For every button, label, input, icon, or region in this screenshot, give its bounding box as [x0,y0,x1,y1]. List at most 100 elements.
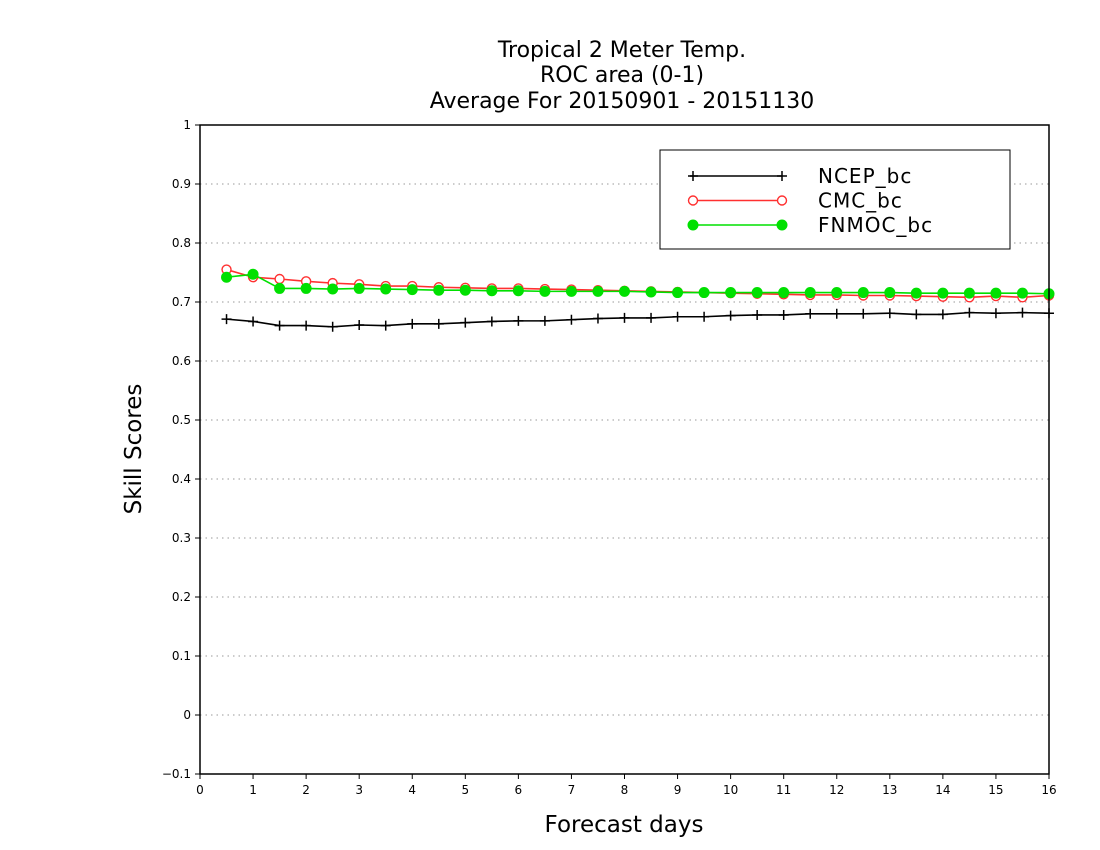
data-point [857,287,869,299]
data-point [300,282,312,294]
data-point [513,315,524,326]
data-point [380,283,392,295]
x-tick-label: 2 [302,783,310,797]
data-point [592,313,603,324]
data-point [805,308,816,319]
data-point [433,318,444,329]
data-point [486,316,497,327]
data-point [274,320,285,331]
x-tick-label: 8 [621,783,629,797]
legend-label: NCEP_bc [818,164,912,188]
data-point [460,317,471,328]
data-point [539,285,551,297]
data-point [221,314,232,325]
legend-marker [776,195,788,206]
data-point [804,287,816,299]
data-point [407,318,418,329]
x-tick-label: 9 [674,783,682,797]
x-tick-label: 7 [568,783,576,797]
y-tick-label: 1 [183,118,191,132]
data-point [778,309,789,320]
series-layer [221,264,1055,332]
x-tick-label: 13 [882,783,897,797]
y-tick-label: 0.2 [172,590,191,604]
data-point [619,312,630,323]
data-point [380,320,391,331]
data-point [1016,287,1028,299]
data-point [248,316,259,327]
y-tick-label: 0.4 [172,472,191,486]
data-point [512,285,524,297]
x-tick-label: 12 [829,783,844,797]
chart-title-line-2: ROC area (0-1) [540,63,704,88]
data-point [592,285,604,297]
legend-label: CMC_bc [818,189,903,213]
x-axis: 0 1 2 3 4 5 6 7 8 9 10 11 12 13 14 15 16 [196,774,1057,797]
series-ncep-bc [221,307,1054,332]
data-point [751,287,763,299]
data-point [406,284,418,296]
data-point [937,287,949,299]
data-point [274,273,285,285]
y-tick-label: 0.7 [172,295,191,309]
y-axis-title: Skill Scores [121,384,147,515]
legend-marker [687,219,699,231]
data-point [963,287,975,299]
data-point [433,284,445,296]
data-point [327,321,338,332]
data-point [301,320,312,331]
legend-box [659,149,1011,250]
data-point [831,308,842,319]
x-tick-label: 1 [249,783,257,797]
data-point [964,307,975,318]
x-tick-label: 15 [988,783,1003,797]
x-tick-label: 14 [935,783,950,797]
chart-title: Tropical 2 Meter Temp. ROC area (0-1) Av… [430,38,815,114]
x-tick-label: 3 [355,783,363,797]
data-point [937,309,948,320]
x-tick-label: 5 [461,783,469,797]
data-point [911,309,922,320]
data-point [247,268,259,280]
y-tick-label: 0.9 [172,177,191,191]
y-tick-label: 0.8 [172,236,191,250]
x-tick-label: 4 [408,783,416,797]
data-point [1017,307,1028,318]
x-tick-label: 6 [515,783,523,797]
y-tick-label: 0.3 [172,531,191,545]
data-point [725,310,736,321]
data-point [486,285,498,297]
data-point [698,287,710,299]
legend-marker [776,219,788,231]
x-tick-label: 10 [723,783,738,797]
data-point [354,320,365,331]
data-point [539,315,550,326]
data-point [990,308,1001,319]
data-point [699,311,710,322]
data-point [353,282,365,294]
data-point [619,285,630,297]
x-tick-label: 16 [1041,783,1056,797]
grid [200,183,1049,716]
data-point [327,283,339,295]
y-tick-label: −0.1 [162,767,191,781]
data-point [221,271,233,283]
series-fnmoc-bc [221,268,1055,300]
y-tick-label: 0.6 [172,354,191,368]
y-tick-label: 0.1 [172,649,191,663]
data-point [910,287,922,299]
legend-marker [687,195,699,206]
data-point [646,312,657,323]
chart-title-line-3: Average For 20150901 - 20151130 [430,89,815,114]
data-point [831,287,843,299]
data-point [884,287,896,299]
data-point [672,287,684,299]
y-tick-label: 0 [183,708,191,722]
y-tick-label: 0.5 [172,413,191,427]
legend-marker [777,171,787,181]
legend-marker [688,171,698,181]
data-point [884,308,895,319]
chart-title-line-1: Tropical 2 Meter Temp. [497,38,746,63]
